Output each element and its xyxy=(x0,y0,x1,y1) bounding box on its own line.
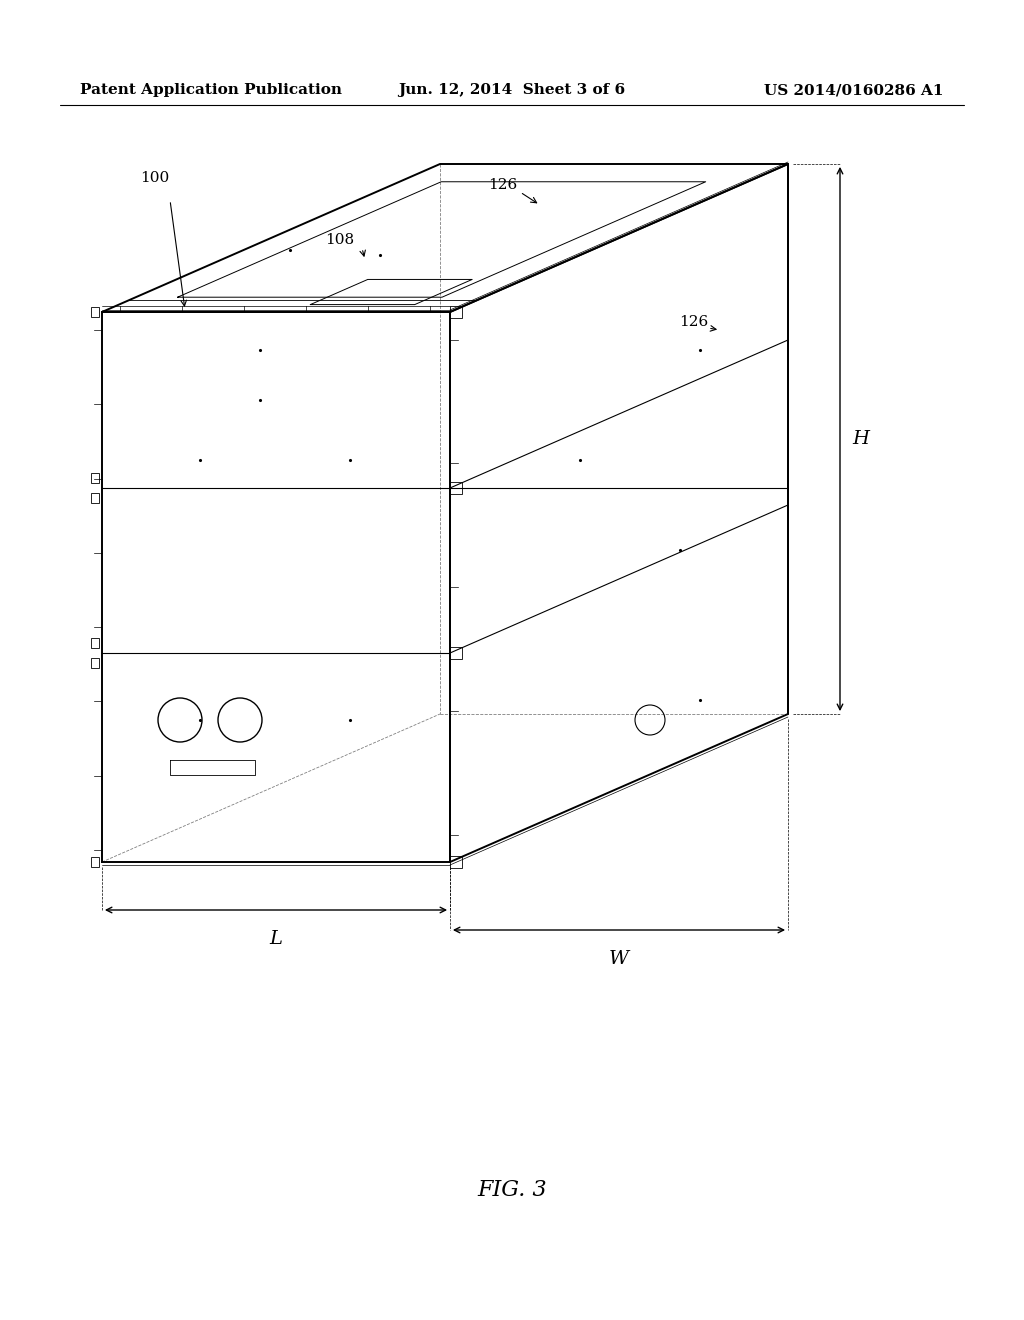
Text: 100: 100 xyxy=(140,172,170,185)
Bar xyxy=(91,857,99,867)
Bar xyxy=(450,482,462,494)
Text: 108: 108 xyxy=(326,234,354,247)
Bar xyxy=(450,647,462,659)
Text: 126: 126 xyxy=(679,315,709,329)
Text: Jun. 12, 2014  Sheet 3 of 6: Jun. 12, 2014 Sheet 3 of 6 xyxy=(398,83,626,96)
Bar xyxy=(450,855,462,869)
Bar xyxy=(91,657,99,668)
Text: L: L xyxy=(269,931,283,948)
Text: W: W xyxy=(609,950,629,968)
Text: FIG. 3: FIG. 3 xyxy=(477,1179,547,1201)
Bar xyxy=(91,308,99,317)
Text: Patent Application Publication: Patent Application Publication xyxy=(80,83,342,96)
Bar xyxy=(91,638,99,648)
Bar xyxy=(91,473,99,483)
Text: 126: 126 xyxy=(488,178,517,191)
Text: H: H xyxy=(852,430,869,447)
Bar xyxy=(91,492,99,503)
Bar xyxy=(450,306,462,318)
Text: US 2014/0160286 A1: US 2014/0160286 A1 xyxy=(765,83,944,96)
